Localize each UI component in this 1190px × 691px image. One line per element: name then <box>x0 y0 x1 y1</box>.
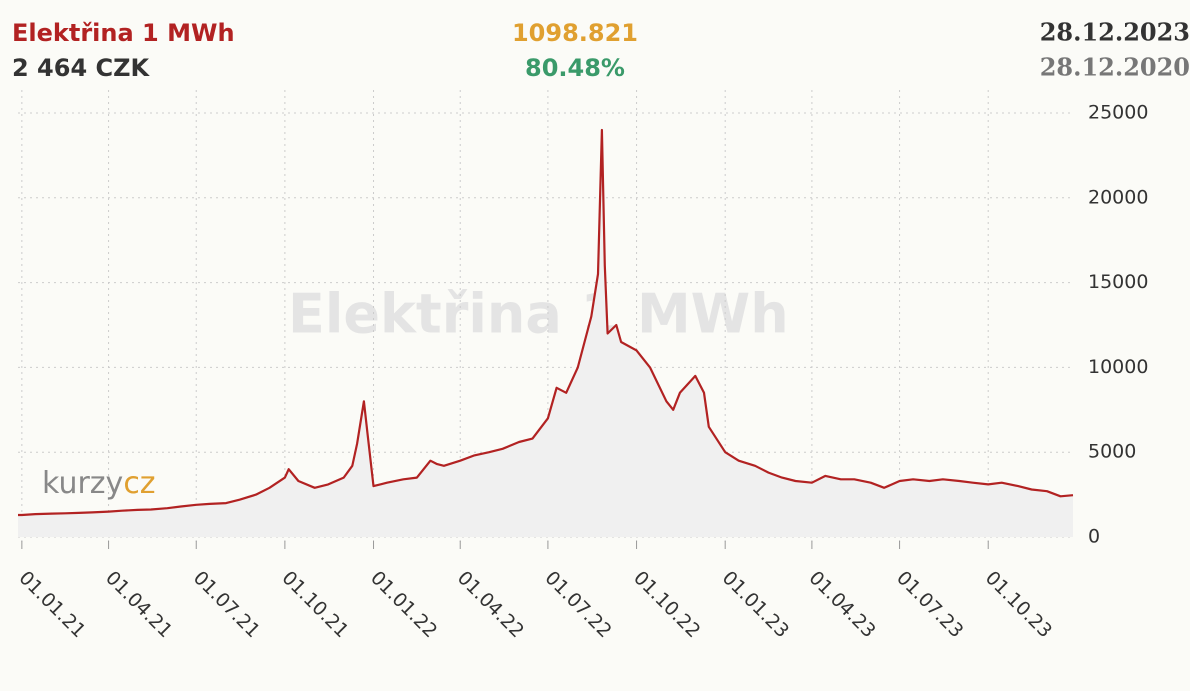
logo-right: cz <box>123 466 155 501</box>
y-tick-label: 0 <box>1088 526 1100 548</box>
line <box>18 128 1074 517</box>
date-from: 28.12.2020 <box>1040 53 1190 82</box>
change: 1098.821 <box>512 19 638 47</box>
area <box>18 130 1073 537</box>
y-tick-label: 25000 <box>1088 102 1148 124</box>
y-tick-label: 20000 <box>1088 186 1148 208</box>
y-tick-label: 5000 <box>1088 441 1136 463</box>
date-to: 28.12.2023 <box>1040 18 1190 47</box>
logo: kurzycz <box>42 466 156 501</box>
watermark: Elektřina 1 MWh <box>288 283 789 346</box>
y-tick-label: 10000 <box>1088 356 1148 378</box>
y-tick-label: 15000 <box>1088 271 1148 293</box>
instrument-name: Elektřina 1 MWh <box>12 19 235 47</box>
price: 2 464 CZK <box>12 54 151 82</box>
logo-left: kurzy <box>42 466 123 501</box>
change-percent: 80.48% <box>525 54 625 82</box>
